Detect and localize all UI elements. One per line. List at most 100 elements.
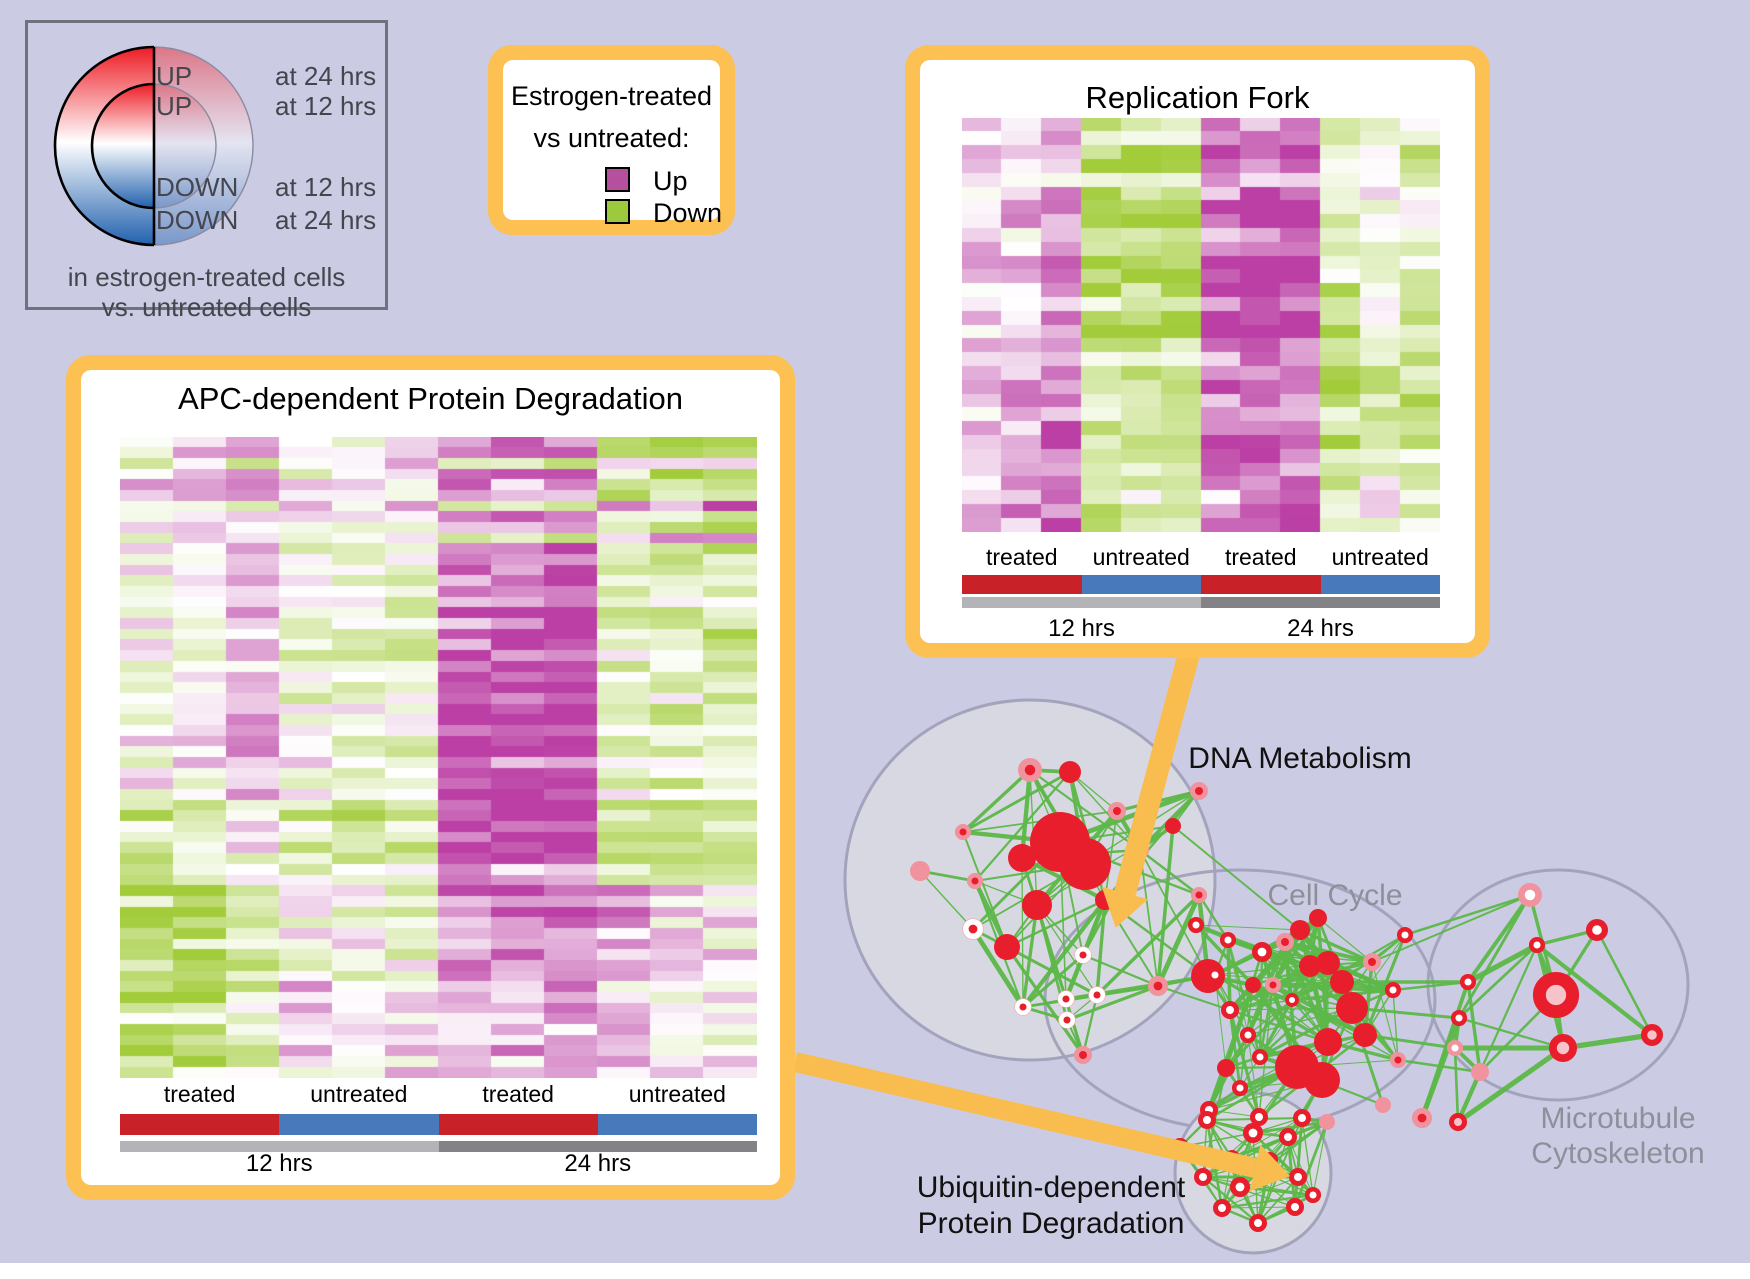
- network-node-pinkcenter: [1449, 1113, 1467, 1131]
- up-color-swatch-icon: [605, 167, 630, 192]
- network-edge: [919, 870, 974, 930]
- network-edge: [1214, 974, 1261, 1058]
- estrogen-legend-title-line1: Estrogen-treated: [510, 81, 713, 111]
- network-node-solid: [994, 934, 1020, 960]
- network-edge: [1392, 989, 1399, 1061]
- network-node-halo: [1018, 758, 1042, 782]
- time-label-1: 24 hrs: [564, 1150, 632, 1177]
- network-node-ring: [1231, 1079, 1249, 1097]
- network-node-ring: [1213, 1199, 1231, 1217]
- network-edge: [1466, 893, 1532, 984]
- network-node-halo: [1190, 782, 1208, 800]
- network-node-solid: [1217, 1059, 1235, 1077]
- replication-fork-heatmap-image: [962, 118, 1440, 532]
- network-node-pinkcenter: [1640, 1023, 1663, 1046]
- condition-label-untreated-3: untreated: [1331, 544, 1429, 570]
- network-edge: [1247, 1034, 1260, 1118]
- condition-color-bar-1: [279, 1114, 439, 1135]
- network-node-ring: [1198, 1111, 1216, 1129]
- network-edge: [1287, 1136, 1314, 1196]
- network-node-pinkcenter: [1532, 971, 1580, 1019]
- network-edge: [1021, 953, 1085, 1009]
- updown-row-label: DOWN: [156, 205, 239, 235]
- network-node-pinkcenter: [1549, 1034, 1578, 1063]
- flow-arrow-shaft: [792, 1052, 1258, 1178]
- network-bridge-edge: [1371, 894, 1531, 963]
- network-edge: [1229, 1008, 1329, 1044]
- network-edge: [1214, 973, 1329, 1044]
- network-edge: [1363, 961, 1374, 1036]
- flow-arrow-shaft: [1114, 647, 1201, 896]
- network-node-whitehalo: [1074, 946, 1092, 964]
- network-node-solid: [1059, 761, 1081, 783]
- network-edge: [974, 771, 1071, 882]
- condition-color-bar-0: [962, 575, 1082, 594]
- network-node-pink: [1375, 1097, 1391, 1113]
- network-edge: [1466, 981, 1482, 1073]
- network-node-halo: [954, 823, 972, 841]
- network-node-whitehalo: [1058, 1011, 1076, 1029]
- network-node-whitehalo: [1088, 986, 1106, 1004]
- apc-panel-title: APC-dependent Protein Degradation: [178, 381, 683, 416]
- network-edge: [1299, 928, 1373, 964]
- network-edge: [1478, 944, 1539, 1073]
- network-edge: [1228, 1009, 1242, 1089]
- condition-color-bar-3: [597, 1114, 757, 1135]
- condition-color-bar-0: [120, 1114, 280, 1135]
- network-edge: [1005, 946, 1085, 1056]
- cluster-label-3: Cytoskeleton: [1531, 1137, 1704, 1170]
- condition-label-treated-2: treated: [1224, 544, 1297, 570]
- network-node-solid: [1353, 1023, 1377, 1047]
- condition-label-treated-0: treated: [985, 544, 1058, 570]
- apc-heatmap-image: [120, 437, 757, 1078]
- estrogen-legend-title-line2: vs untreated:: [533, 123, 690, 153]
- network-edge: [1221, 1206, 1296, 1209]
- updown-gradient-rings-icon: [53, 45, 254, 247]
- network-edge: [1066, 984, 1159, 1022]
- network-edge: [1252, 1120, 1328, 1135]
- network-node-solid: [1336, 992, 1368, 1024]
- network-node-halo: [1190, 886, 1208, 904]
- network-edge: [1021, 898, 1107, 1009]
- network-edge: [1021, 856, 1106, 902]
- network-node-halo: [1108, 802, 1126, 820]
- network-bridge-edge: [1197, 894, 1230, 941]
- network-edge: [1226, 939, 1232, 1011]
- network-node-solid: [1304, 1062, 1340, 1098]
- network-node-solid: [1299, 955, 1321, 977]
- network-node-whitehalo: [1014, 998, 1032, 1016]
- network-node-ring: [1286, 1198, 1304, 1216]
- updown-footer-line2: vs. untreated cells: [101, 292, 312, 322]
- network-bridge-edge: [1364, 1033, 1456, 1050]
- network-bridge-edge: [1392, 980, 1469, 992]
- network-node-ring: [1285, 993, 1299, 1007]
- network-node-ring: [1279, 1128, 1297, 1146]
- updown-row-time: at 12 hrs: [275, 172, 377, 202]
- network-edge: [1317, 917, 1373, 963]
- network-edge: [1228, 1009, 1261, 1118]
- network-node-solid: [1008, 844, 1036, 872]
- network-edge: [1021, 857, 1024, 1008]
- network-node-ring: [1450, 1009, 1468, 1027]
- network-node-halo: [1412, 1108, 1433, 1129]
- network-node-ring: [1221, 1001, 1239, 1019]
- network-node-solid: [1309, 909, 1327, 927]
- network-edge: [1104, 810, 1118, 901]
- condition-color-bar-2: [438, 1114, 598, 1135]
- updown-row-label: UP: [156, 91, 193, 121]
- network-edge: [1021, 904, 1039, 1008]
- network-edge: [1291, 999, 1399, 1061]
- down-color-swatch-icon: [605, 199, 630, 224]
- condition-label-treated-2: treated: [482, 1081, 554, 1107]
- time-span-bar-0: [120, 1141, 439, 1152]
- network-edge: [1195, 924, 1301, 931]
- flow-arrow-head: [1101, 886, 1149, 928]
- network-edge: [1139, 849, 1159, 987]
- condition-color-bar-2: [1201, 575, 1321, 594]
- estrogen-color-legend: Estrogen-treated vs untreated: Up Down: [488, 45, 735, 235]
- network-node-pink: [910, 861, 930, 881]
- figure-bottom-margin: [0, 1263, 1750, 1279]
- network-node-halo: [1363, 953, 1381, 971]
- network-node-halo: [1264, 976, 1282, 994]
